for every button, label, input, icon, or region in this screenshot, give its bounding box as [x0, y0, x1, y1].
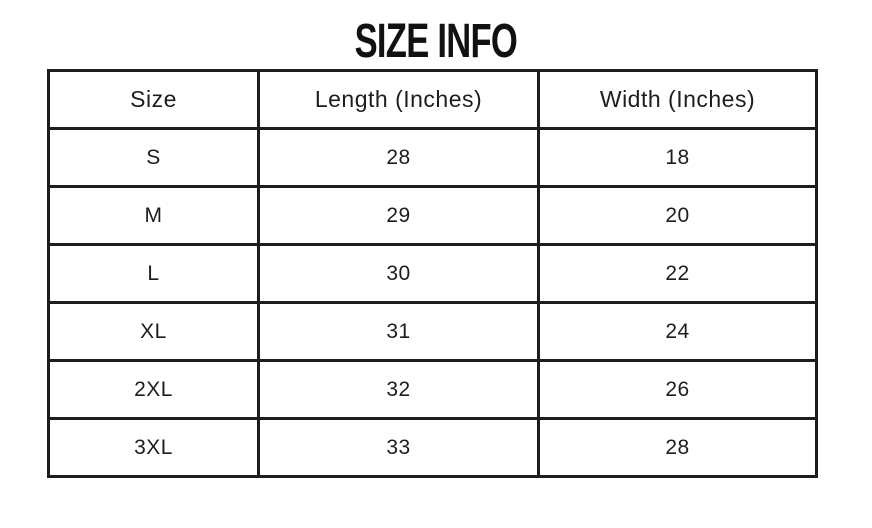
size-cell: L — [47, 243, 260, 304]
width-cell: 28 — [537, 417, 818, 478]
title-container: SIZE INFO — [0, 18, 872, 66]
header-cell-length: Length (Inches) — [257, 69, 540, 130]
width-cell: 20 — [537, 185, 818, 246]
table-row: S 28 18 — [47, 127, 818, 188]
length-cell: 30 — [257, 243, 540, 304]
size-cell: M — [47, 185, 260, 246]
table-row: L 30 22 — [47, 243, 818, 304]
table-header-row: Size Length (Inches) Width (Inches) — [47, 69, 818, 130]
table-row: 3XL 33 28 — [47, 417, 818, 478]
header-cell-width: Width (Inches) — [537, 69, 818, 130]
size-cell: XL — [47, 301, 260, 362]
size-cell: 2XL — [47, 359, 260, 420]
width-cell: 22 — [537, 243, 818, 304]
length-cell: 33 — [257, 417, 540, 478]
table-row: M 29 20 — [47, 185, 818, 246]
table-row: XL 31 24 — [47, 301, 818, 362]
length-cell: 31 — [257, 301, 540, 362]
width-cell: 24 — [537, 301, 818, 362]
width-cell: 26 — [537, 359, 818, 420]
width-cell: 18 — [537, 127, 818, 188]
header-cell-size: Size — [47, 69, 260, 130]
size-cell: 3XL — [47, 417, 260, 478]
size-table: Size Length (Inches) Width (Inches) S 28… — [47, 69, 818, 478]
length-cell: 32 — [257, 359, 540, 420]
page-title: SIZE INFO — [354, 15, 518, 68]
table-row: 2XL 32 26 — [47, 359, 818, 420]
length-cell: 28 — [257, 127, 540, 188]
length-cell: 29 — [257, 185, 540, 246]
size-table-body: S 28 18 M 29 20 L 30 22 XL 31 24 2XL 32 — [47, 127, 818, 478]
size-cell: S — [47, 127, 260, 188]
